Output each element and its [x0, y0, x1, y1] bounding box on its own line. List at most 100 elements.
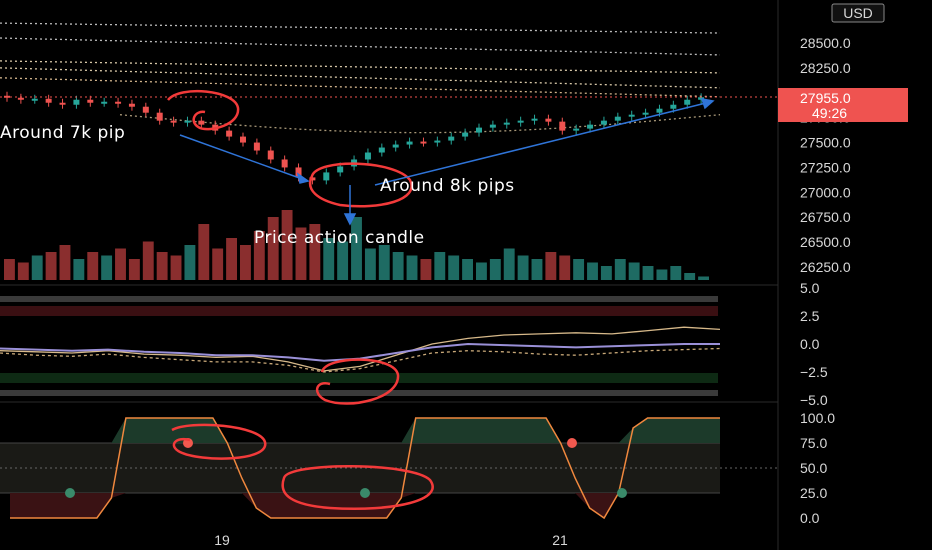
oscillator-tick-label: 0.0 — [800, 336, 820, 352]
volume-bar — [142, 241, 154, 280]
volume-bar — [45, 252, 57, 280]
annotation-right: Around 8k pips — [380, 176, 515, 196]
volume-bar — [489, 259, 501, 280]
time-tick-label: 21 — [552, 532, 568, 548]
volume-bar — [670, 266, 682, 280]
candle-body — [295, 167, 302, 178]
price-tick-label: 28500.0 — [800, 35, 851, 51]
moving-average-line — [0, 77, 721, 98]
moving-average-line — [0, 37, 721, 56]
volume-bar — [31, 255, 43, 280]
candle-body — [170, 120, 177, 123]
candle-body — [531, 118, 538, 121]
volume-bar — [378, 245, 390, 280]
osc-lower-zone — [0, 373, 718, 383]
candle-body — [378, 147, 385, 153]
volume-bar — [17, 262, 29, 280]
candle-body — [59, 102, 66, 105]
candle-body — [17, 97, 24, 100]
candle-body — [87, 99, 94, 103]
candle-body — [31, 98, 38, 101]
volume-bar — [87, 252, 99, 280]
volume-bar — [198, 224, 210, 280]
time-tick-label: 19 — [214, 532, 230, 548]
volume-bar — [115, 248, 126, 280]
candle-body — [517, 120, 524, 123]
volume-bar — [392, 252, 404, 280]
volume-bars — [4, 210, 709, 280]
price-tick-label: 27500.0 — [800, 135, 851, 151]
osc-upper-band — [0, 296, 718, 302]
arrow-down-left — [179, 134, 306, 181]
stoch-cross-point — [183, 438, 193, 448]
volume-bar — [476, 262, 487, 280]
volume-bar — [642, 266, 654, 280]
volume-bar — [295, 227, 307, 280]
oscillator-tick-label: −5.0 — [800, 392, 828, 408]
candle-body — [337, 166, 344, 173]
stoch-oversold-fill — [10, 493, 720, 518]
volume-bar — [351, 217, 362, 280]
volume-bar — [531, 259, 543, 280]
volume-bar — [434, 252, 446, 280]
drawn-circle-stoch-2 — [281, 465, 434, 510]
volume-bar — [281, 210, 293, 280]
time-axis[interactable]: 19 21 — [214, 532, 568, 548]
volume-bar — [364, 248, 376, 280]
volume-bar — [212, 248, 224, 280]
candle-body — [73, 99, 80, 105]
currency-box[interactable] — [831, 3, 885, 23]
price-tick-label: 26250.0 — [800, 259, 851, 275]
volume-bar — [559, 255, 571, 280]
volume-bar — [184, 245, 196, 280]
stoch-overbought-fill — [10, 418, 720, 443]
candle-body — [226, 130, 233, 137]
volume-bar — [545, 252, 557, 280]
annotation-bottom: Price action candle — [254, 228, 425, 248]
stoch-cross-point — [617, 488, 627, 498]
stochastic-tick-label: 75.0 — [800, 435, 827, 451]
candle-body — [600, 120, 607, 125]
volume-bar — [573, 259, 585, 280]
candle-body — [142, 106, 149, 113]
candle-body — [462, 132, 469, 137]
volume-bar — [698, 276, 709, 280]
volume-bar — [226, 238, 237, 280]
oscillator-tick-label: 5.0 — [800, 280, 820, 296]
currency-label: USD — [843, 5, 873, 21]
hand-drawn-circles — [167, 89, 434, 510]
volume-bar — [59, 245, 71, 280]
candle-body — [267, 150, 274, 160]
candle-body — [128, 103, 135, 107]
oscillator-tick-label: 2.5 — [800, 308, 820, 324]
annotation-left: Around 7k pip — [0, 123, 125, 143]
candle-body — [573, 128, 580, 131]
volume-bar — [4, 259, 15, 280]
candle-body — [642, 112, 649, 115]
volume-bar — [448, 255, 460, 280]
volume-bar — [156, 252, 168, 280]
candle-body — [364, 152, 371, 160]
volume-bar — [337, 241, 349, 280]
candle-body — [281, 159, 288, 168]
oscillator-axis: 5.0 2.5 0.0 −2.5 −5.0 — [800, 280, 828, 408]
stochastic-axis: 100.0 75.0 50.0 25.0 0.0 — [800, 410, 835, 526]
candle-body — [587, 124, 594, 129]
osc-lower-band — [0, 390, 718, 396]
candle-body — [323, 172, 330, 181]
candlesticks[interactable] — [4, 91, 705, 185]
countdown-timer: 49:26 — [812, 105, 847, 121]
drawn-circle-oscillator — [315, 358, 400, 405]
candle-body — [156, 112, 163, 121]
stochastic-tick-label: 0.0 — [800, 510, 820, 526]
candle-body — [406, 141, 413, 145]
volume-bar — [128, 259, 140, 280]
candle-body — [476, 127, 482, 133]
volume-bar — [170, 255, 182, 280]
stochastic-tick-label: 25.0 — [800, 485, 827, 501]
candle-body — [240, 136, 246, 143]
drawn-circle-bottom — [309, 162, 413, 208]
candle-body — [45, 98, 52, 103]
volume-bar — [503, 248, 515, 280]
